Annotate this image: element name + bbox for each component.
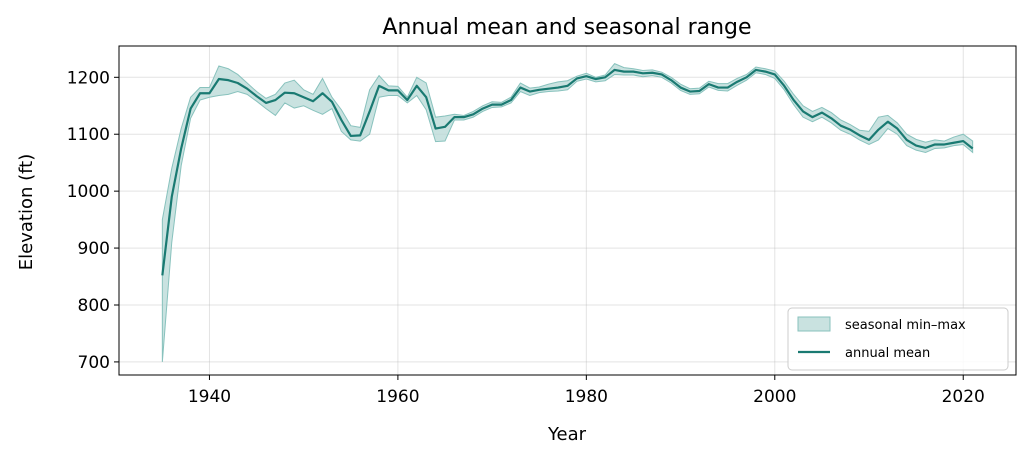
y-tick-label: 1000 (67, 182, 110, 202)
x-tick-label: 1980 (565, 387, 608, 407)
y-tick-label: 1100 (67, 125, 110, 145)
seasonal-range-band (161, 63, 974, 362)
y-axis-title: Elevation (ft) (16, 154, 37, 270)
y-axis-ticks: 700 800 900 1000 1100 1200 (67, 68, 119, 373)
legend-label-line: annual mean (845, 346, 930, 361)
legend-label-band: seasonal min–max (845, 318, 966, 333)
legend-band-swatch (797, 316, 831, 332)
y-tick-label: 800 (78, 296, 110, 316)
y-tick-label: 1200 (67, 68, 110, 88)
x-tick-label: 1960 (376, 387, 419, 407)
y-tick-label: 900 (78, 239, 110, 259)
legend-box (787, 307, 1009, 371)
chart-title: Annual mean and seasonal range (382, 15, 751, 40)
x-axis-ticks: 1940 1960 1980 2000 2020 (188, 375, 985, 407)
x-tick-label: 2020 (942, 387, 985, 407)
x-axis-title: Year (547, 424, 587, 445)
x-tick-label: 2000 (753, 387, 796, 407)
annual-mean-line (161, 68, 974, 276)
plot-frame (118, 45, 1017, 376)
x-tick-label: 1940 (188, 387, 231, 407)
legend: seasonal min–max annual mean (787, 307, 1009, 371)
y-tick-label: 700 (78, 353, 110, 373)
